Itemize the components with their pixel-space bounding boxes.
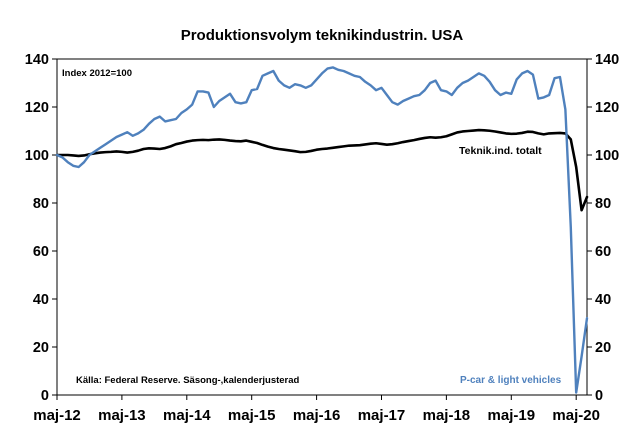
y-tick-label-right: 40: [595, 292, 611, 308]
x-tick-label: maj-17: [358, 407, 406, 424]
series-line-teknik-totalt: [55, 128, 589, 212]
x-tick-label: maj-12: [33, 407, 81, 424]
y-tick-label-right: 140: [595, 52, 619, 68]
chart-title: Produktionsvolym teknikindustrin. USA: [181, 27, 464, 44]
series-label-teknik-totalt: Teknik.ind. totalt: [459, 145, 542, 157]
y-tick-label-right: 60: [595, 244, 611, 260]
series-label-p-car-light-vehicles: P-car & light vehicles: [460, 375, 562, 386]
x-tick-label: maj-14: [163, 407, 211, 424]
series-line-p-car-light-vehicles: [55, 66, 589, 394]
y-tick-label-left: 100: [25, 148, 49, 164]
x-tick-label: maj-19: [488, 407, 536, 424]
x-tick-label: maj-15: [228, 407, 276, 424]
y-tick-label-right: 100: [595, 148, 619, 164]
y-tick-label-left: 120: [25, 100, 49, 116]
index-note: Index 2012=100: [62, 68, 132, 79]
x-tick-label: maj-13: [98, 407, 146, 424]
y-tick-label-left: 0: [41, 388, 49, 404]
y-tick-label-left: 140: [25, 52, 49, 68]
x-tick-label: maj-16: [293, 407, 341, 424]
plot-area: 0 0 20 20 40 40 60 60 80 80 100 100 120 120 140 140 maj-…: [25, 52, 619, 424]
y-tick-label-right: 20: [595, 340, 611, 356]
y-tick-label-left: 40: [33, 292, 49, 308]
x-tick-label: maj-20: [552, 407, 600, 424]
y-tick-label-right: 80: [595, 196, 611, 212]
plot-frame: [56, 58, 588, 396]
y-tick-label-left: 60: [33, 244, 49, 260]
y-tick-label-left: 20: [33, 340, 49, 356]
source-note: Källa: Federal Reserve. Säsong-,kalender…: [76, 375, 300, 386]
y-tick-label-right: 120: [595, 100, 619, 116]
y-tick-label-right: 0: [595, 388, 603, 404]
y-tick-label-left: 80: [33, 196, 49, 212]
x-tick-label: maj-18: [423, 407, 471, 424]
